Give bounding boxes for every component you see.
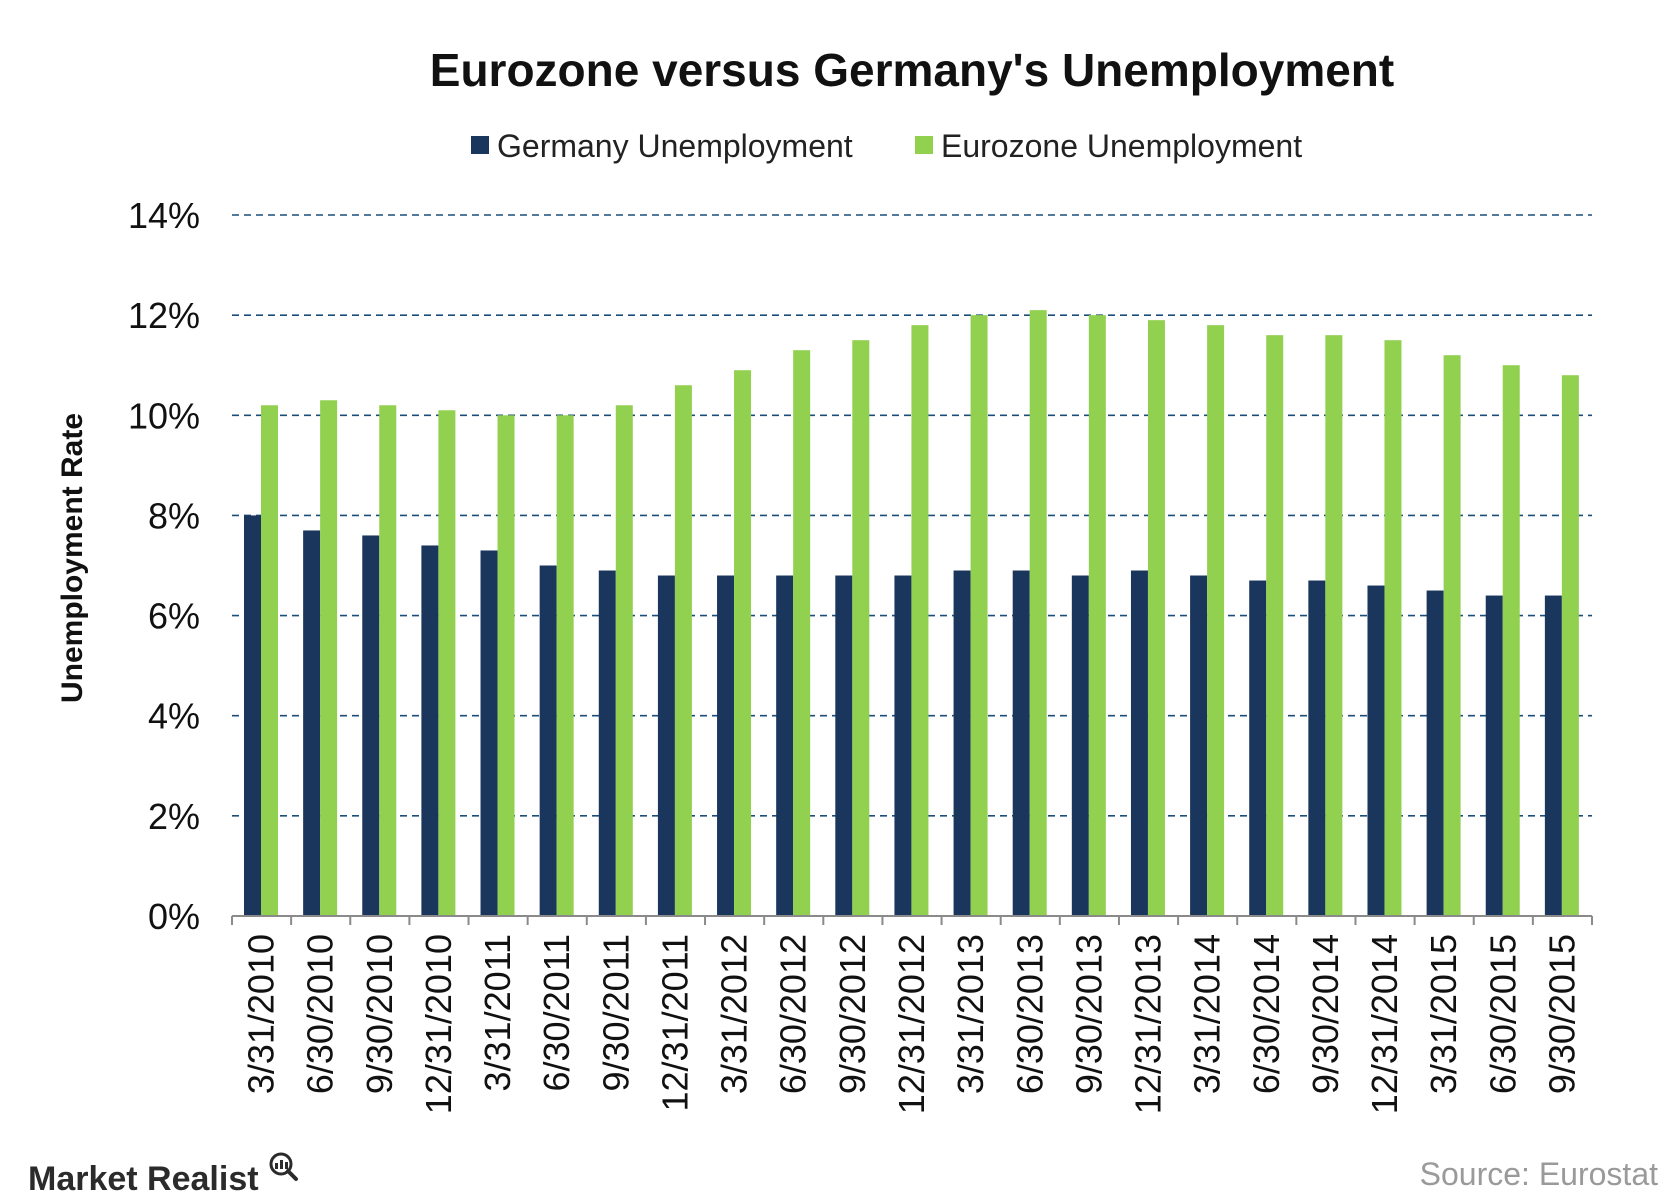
germany-bar: [1308, 580, 1326, 916]
y-tick-label: 0%: [148, 896, 200, 937]
x-tick-label: 6/30/2014: [1246, 934, 1287, 1094]
y-axis-label: Unemployment Rate: [56, 413, 89, 703]
y-tick-label: 4%: [148, 696, 200, 737]
x-axis-ticks: 3/31/2010 6/30/2010 9/30/2010 12/31/2010 3/3…: [241, 934, 1583, 1114]
x-tick-label: 9/30/2015: [1541, 934, 1582, 1094]
germany-bar: [657, 575, 675, 916]
germany-bar: [362, 535, 380, 916]
eurozone-bar: [615, 405, 633, 916]
eurozone-bar: [556, 415, 574, 916]
germany-bar: [1485, 595, 1503, 916]
x-tick-label: 3/31/2014: [1187, 934, 1228, 1094]
bars: [244, 310, 1579, 917]
germany-bar: [539, 565, 557, 916]
y-tick-label: 12%: [128, 295, 200, 336]
eurozone-bar: [970, 315, 988, 917]
germany-bar: [776, 575, 794, 916]
legend: Germany Unemployment Eurozone Unemployme…: [471, 128, 1302, 164]
magnifier-chart-icon: [269, 1152, 298, 1181]
germany-bar: [1012, 570, 1030, 916]
germany-bar: [598, 570, 616, 916]
germany-bar: [1426, 590, 1444, 916]
germany-bar: [953, 570, 971, 916]
germany-bar: [1130, 570, 1148, 916]
eurozone-bar: [734, 370, 752, 916]
x-tick-label: 3/31/2011: [477, 934, 518, 1091]
eurozone-bar: [1147, 320, 1165, 916]
x-tick-label: 6/30/2010: [300, 934, 341, 1094]
x-tick-label: 3/31/2015: [1423, 934, 1464, 1094]
x-tick-label: 12/31/2014: [1364, 934, 1405, 1114]
germany-bar: [1544, 595, 1562, 916]
eurozone-bar: [1561, 375, 1579, 916]
x-tick-label: 6/30/2012: [773, 934, 814, 1094]
eurozone-bar: [1502, 365, 1520, 916]
germany-bar: [1071, 575, 1089, 916]
x-tick-label: 9/30/2014: [1305, 934, 1346, 1094]
y-tick-label: 2%: [148, 796, 200, 837]
y-tick-label: 8%: [148, 495, 200, 536]
germany-bar: [244, 515, 261, 916]
x-tick-label: 12/31/2010: [418, 934, 459, 1114]
eurozone-bar: [320, 400, 338, 916]
eurozone-bar: [911, 325, 929, 917]
x-tick-label: 3/31/2012: [714, 934, 755, 1094]
y-tick-label: 10%: [128, 395, 200, 436]
y-axis-ticks: 0% 2% 4% 6% 8% 10% 12% 14%: [128, 195, 200, 937]
x-tick-label: 12/31/2012: [891, 934, 932, 1114]
eurozone-bar: [1384, 340, 1402, 916]
x-tick-label: 3/31/2013: [950, 934, 991, 1094]
germany-bar: [717, 575, 735, 916]
germany-bar: [1367, 585, 1385, 916]
germany-bar: [421, 545, 439, 916]
legend-swatch-eurozone: [915, 136, 933, 154]
germany-bar: [894, 575, 912, 916]
eurozone-bar: [1266, 335, 1284, 917]
germany-bar: [480, 550, 498, 916]
source-note: Source: Eurostat: [1420, 1156, 1658, 1192]
x-tick-label: 3/31/2010: [241, 934, 282, 1094]
eurozone-bar: [1029, 310, 1047, 916]
germany-bar: [1190, 575, 1208, 916]
chart-title: Eurozone versus Germany's Unemployment: [430, 44, 1394, 96]
germany-bar: [835, 575, 853, 916]
y-tick-label: 6%: [148, 596, 200, 637]
eurozone-bar: [1325, 335, 1343, 917]
eurozone-bar: [852, 340, 870, 916]
eurozone-bar: [1207, 325, 1225, 917]
eurozone-bar: [438, 410, 456, 916]
x-tick-label: 9/30/2013: [1068, 934, 1109, 1094]
legend-swatch-germany: [471, 136, 489, 154]
eurozone-bar: [1088, 315, 1106, 917]
eurozone-bar: [674, 385, 692, 916]
eurozone-bar: [1443, 355, 1461, 916]
x-tick-label: 9/30/2011: [595, 934, 636, 1091]
x-tick-label: 12/31/2011: [654, 934, 695, 1112]
eurozone-bar: [261, 405, 278, 916]
footer: Market Realist Source: Eurostat: [28, 1152, 1658, 1198]
y-tick-label: 14%: [128, 195, 200, 236]
x-tick-label: 9/30/2012: [832, 934, 873, 1094]
eurozone-bar: [497, 415, 515, 916]
legend-label-eurozone: Eurozone Unemployment: [941, 128, 1302, 164]
germany-bar: [303, 530, 321, 916]
x-tick-label: 6/30/2015: [1482, 934, 1523, 1094]
x-tick-label: 12/31/2013: [1128, 934, 1169, 1114]
eurozone-bar: [379, 405, 397, 916]
x-axis: [231, 915, 1593, 925]
eurozone-bar: [793, 350, 811, 916]
legend-label-germany: Germany Unemployment: [497, 128, 853, 164]
gridlines: [232, 214, 1592, 817]
germany-bar: [1249, 580, 1267, 916]
x-tick-label: 6/30/2011: [536, 934, 577, 1091]
brand-logo-text: Market Realist: [28, 1160, 259, 1198]
x-tick-label: 9/30/2010: [359, 934, 400, 1094]
x-tick-label: 6/30/2013: [1009, 934, 1050, 1094]
